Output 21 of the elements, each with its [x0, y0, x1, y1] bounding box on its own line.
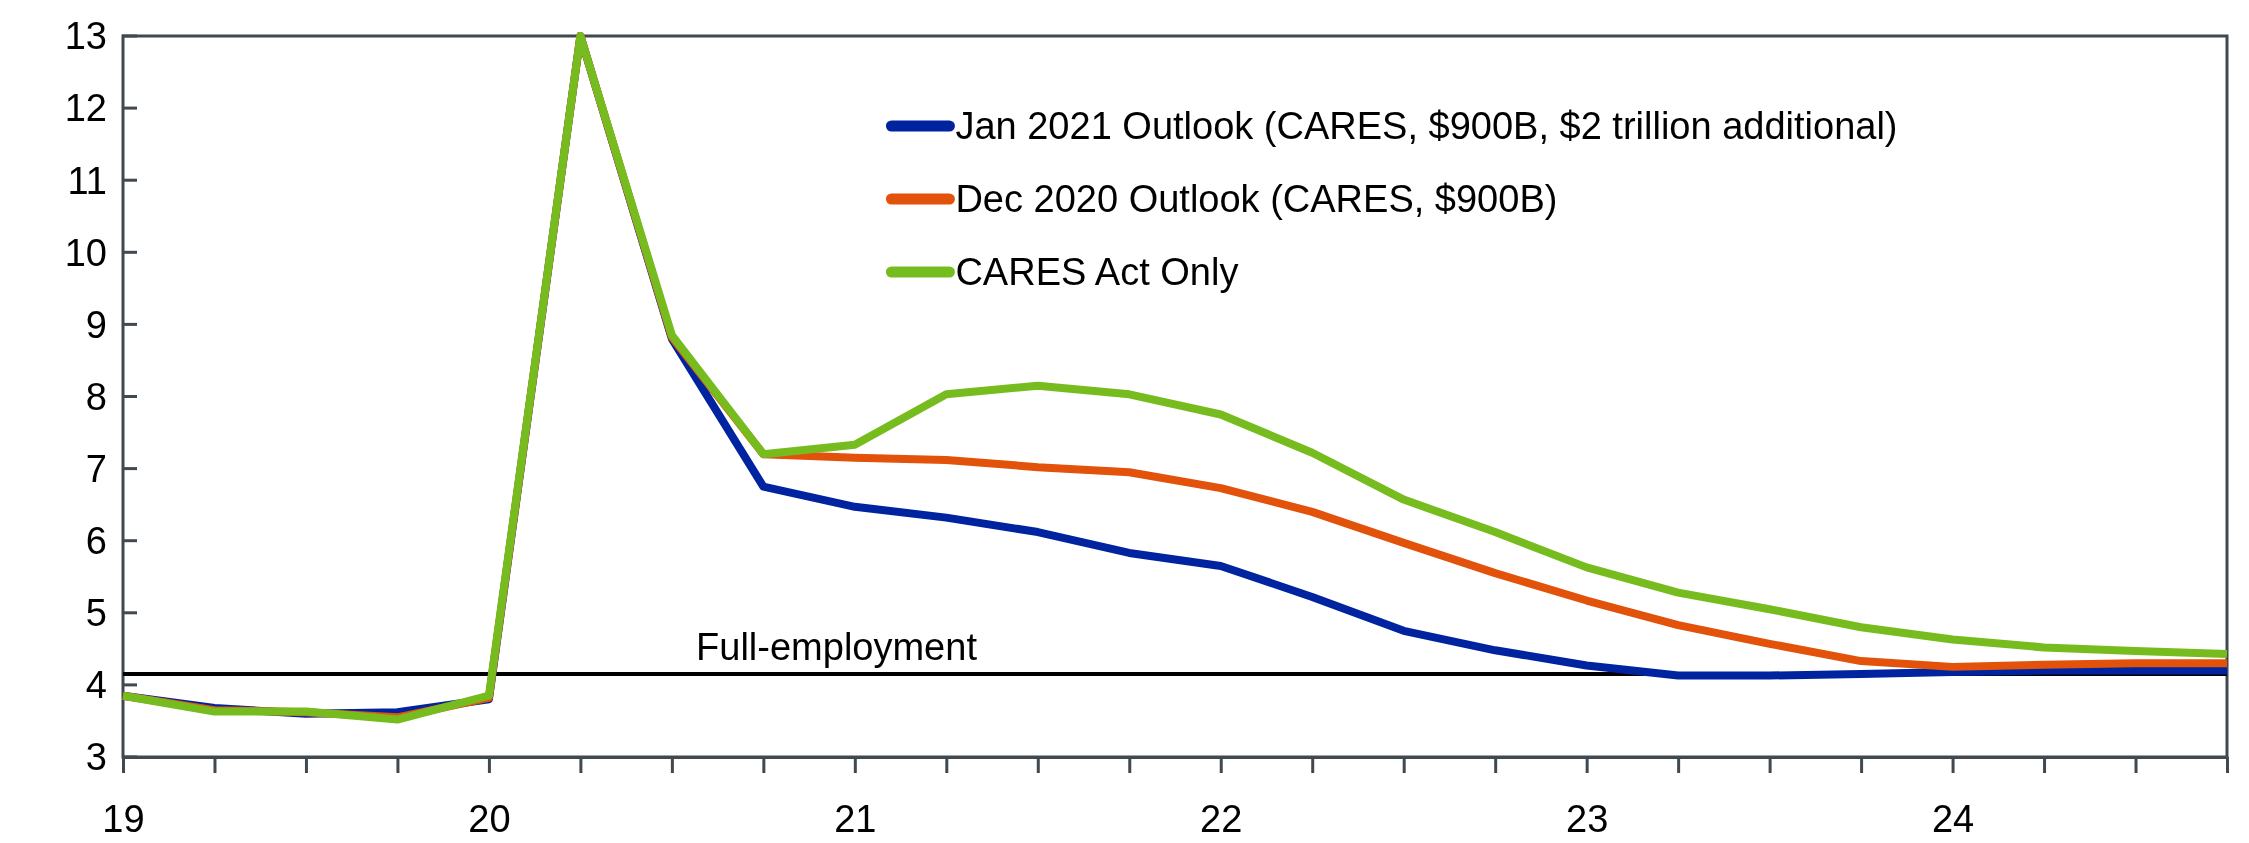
y-tick-label: 4	[85, 664, 107, 707]
y-tick-label: 9	[85, 303, 107, 346]
legend-label: Jan 2021 Outlook (CARES, $900B, $2 trillion additional)	[955, 105, 1898, 148]
x-tick-label: 21	[834, 797, 877, 840]
x-tick-label: 20	[468, 797, 511, 840]
x-tick-label: 22	[1200, 797, 1243, 840]
y-tick-label: 3	[85, 736, 107, 779]
legend-label: Dec 2020 Outlook (CARES, $900B)	[955, 178, 1558, 221]
y-tick-label: 7	[85, 447, 107, 490]
x-tick-label: 23	[1566, 797, 1609, 840]
x-tick-label: 19	[102, 797, 145, 840]
x-tick-label: 24	[1931, 797, 1975, 840]
y-tick-label: 8	[85, 375, 107, 418]
legend-label: CARES Act Only	[955, 251, 1239, 294]
y-tick-label: 5	[85, 592, 107, 635]
y-tick-label: 13	[64, 15, 107, 58]
y-tick-label: 12	[64, 87, 107, 130]
ref-line-label: Full-employment	[696, 626, 978, 669]
y-tick-label: 10	[64, 231, 107, 274]
y-tick-label: 6	[85, 520, 107, 562]
y-tick-label: 11	[67, 159, 107, 202]
